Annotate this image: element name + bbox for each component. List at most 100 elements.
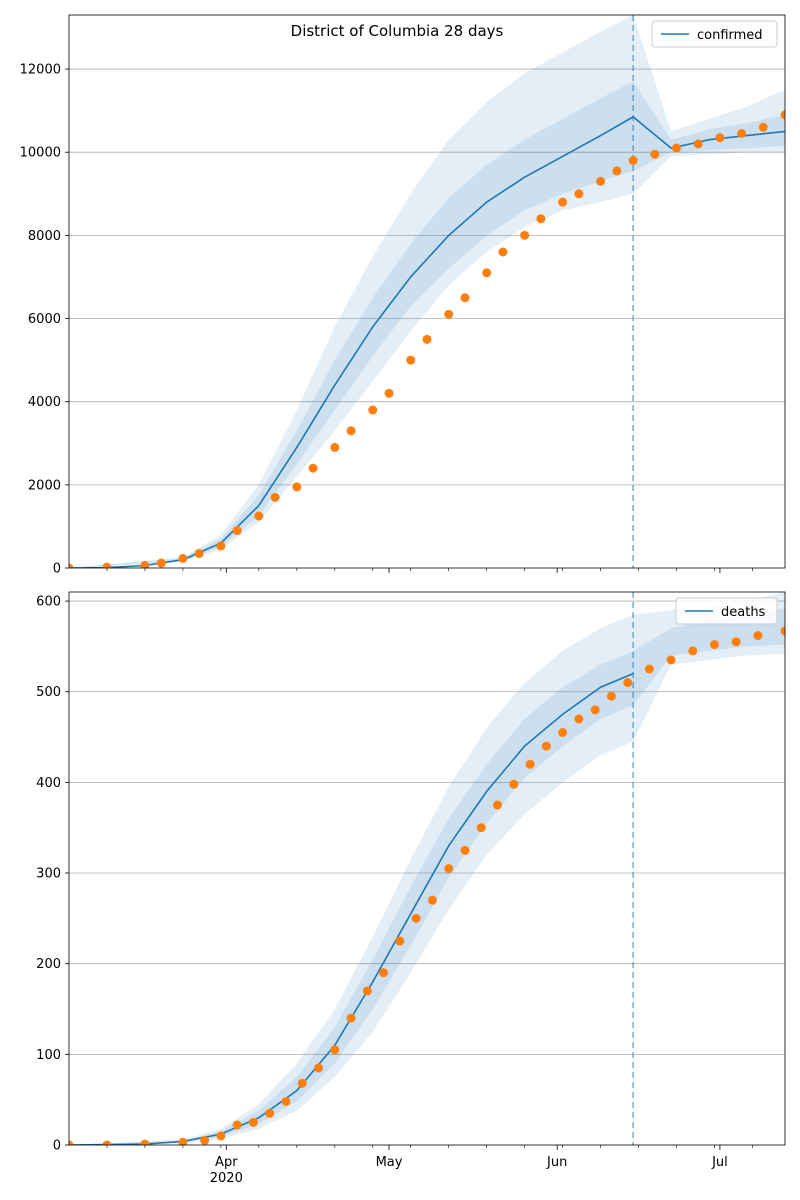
observed-point bbox=[606, 691, 616, 701]
observed-point bbox=[406, 355, 416, 365]
observed-point bbox=[758, 122, 768, 132]
chart-title: District of Columbia 28 days bbox=[291, 22, 504, 40]
observed-point bbox=[536, 214, 546, 224]
observed-point bbox=[476, 823, 486, 833]
observed-point bbox=[254, 511, 264, 521]
legend-label: confirmed bbox=[697, 28, 763, 43]
legend-box bbox=[675, 597, 778, 625]
observed-point bbox=[672, 143, 682, 153]
observed-point bbox=[644, 664, 654, 674]
observed-point bbox=[427, 895, 437, 905]
observed-point bbox=[753, 631, 763, 641]
legend: deaths bbox=[675, 597, 778, 625]
axes-frame bbox=[68, 591, 786, 1146]
observed-point bbox=[308, 463, 318, 473]
observed-point bbox=[460, 845, 470, 855]
observed-point bbox=[520, 230, 530, 240]
observed-point bbox=[780, 110, 785, 120]
y-tick-label: 8000 bbox=[28, 229, 61, 244]
observed-point bbox=[368, 405, 378, 415]
observed-point bbox=[69, 1140, 74, 1145]
observed-point bbox=[709, 640, 719, 650]
observed-point bbox=[666, 655, 676, 665]
observed-point bbox=[330, 442, 340, 452]
y-tick-label: 300 bbox=[36, 867, 61, 882]
observed-point bbox=[384, 388, 394, 398]
observed-point bbox=[780, 626, 785, 636]
y-gridlines bbox=[69, 68, 785, 486]
observed-point bbox=[558, 728, 568, 738]
y-tick-label: 0 bbox=[53, 562, 61, 577]
observed-point bbox=[493, 800, 503, 810]
y-tick-label: 10000 bbox=[20, 146, 61, 161]
observed-point bbox=[596, 176, 606, 186]
observed-point bbox=[330, 1045, 340, 1055]
observed-point bbox=[422, 334, 432, 344]
observed-point bbox=[574, 714, 584, 724]
observed-point bbox=[314, 1063, 324, 1073]
observed-point bbox=[541, 741, 551, 751]
observed-point bbox=[270, 492, 280, 502]
observed-point bbox=[216, 541, 226, 551]
observed-point bbox=[232, 1120, 242, 1130]
observed-point bbox=[650, 149, 660, 159]
observed-point bbox=[444, 864, 454, 873]
legend-label: deaths bbox=[721, 605, 766, 620]
y-tick-label: 400 bbox=[36, 776, 61, 791]
observed-point bbox=[590, 705, 600, 715]
x-tick-label: Jun bbox=[546, 1155, 567, 1170]
observed-point bbox=[216, 1131, 226, 1141]
confirmed-panel: District of Columbia 28 days 0 2000 4000 60… bbox=[20, 14, 786, 577]
uncertainty-band bbox=[69, 592, 785, 1145]
observed-point bbox=[574, 189, 584, 199]
x-tick-label: Apr bbox=[215, 1155, 238, 1170]
observed-point bbox=[362, 986, 372, 996]
x-tick-sublabel: 2020 bbox=[210, 1171, 243, 1186]
observed-point bbox=[395, 936, 405, 946]
observed-point bbox=[346, 1013, 356, 1023]
observed-point bbox=[498, 247, 508, 257]
observed-point bbox=[292, 482, 302, 492]
observed-point bbox=[715, 133, 725, 143]
observed-point bbox=[525, 759, 535, 769]
uncertainty-band bbox=[69, 15, 785, 568]
observed-point bbox=[248, 1117, 258, 1127]
observed-point bbox=[178, 553, 188, 563]
x-tick-label: May bbox=[376, 1155, 403, 1170]
y-tick-label: 2000 bbox=[28, 478, 61, 493]
observed-point bbox=[297, 1078, 307, 1088]
y-tick-label: 12000 bbox=[20, 63, 61, 78]
observed-point bbox=[156, 558, 166, 568]
observed-point bbox=[69, 563, 74, 568]
uncertainty-band bbox=[69, 81, 785, 568]
observed-point bbox=[737, 129, 747, 138]
y-tick-label: 200 bbox=[36, 957, 61, 972]
y-tick-label: 6000 bbox=[28, 312, 61, 327]
observed-point bbox=[460, 293, 470, 303]
observed-point bbox=[281, 1096, 291, 1106]
observed-point bbox=[200, 1135, 210, 1145]
plot-area bbox=[69, 15, 785, 568]
observed-point bbox=[688, 646, 698, 656]
x-tick-label: Jul bbox=[711, 1155, 728, 1170]
axes-frame bbox=[68, 14, 786, 569]
plot-area bbox=[69, 592, 785, 1145]
model-line bbox=[69, 115, 785, 568]
model-line bbox=[69, 672, 634, 1145]
observed-point bbox=[265, 1108, 275, 1118]
y-tick-label: 600 bbox=[36, 595, 61, 610]
observed-point bbox=[140, 561, 150, 568]
y-tick-label: 4000 bbox=[28, 395, 61, 410]
observed-point bbox=[102, 562, 112, 568]
observed-point bbox=[731, 637, 741, 647]
observed-point bbox=[693, 139, 703, 149]
uncertainty-band bbox=[69, 608, 785, 1145]
observed-point bbox=[623, 678, 633, 688]
observed-point bbox=[482, 268, 492, 278]
observed-point bbox=[411, 913, 421, 923]
legend-box bbox=[651, 20, 778, 48]
legend: confirmed bbox=[651, 20, 778, 48]
observed-point bbox=[509, 779, 519, 789]
